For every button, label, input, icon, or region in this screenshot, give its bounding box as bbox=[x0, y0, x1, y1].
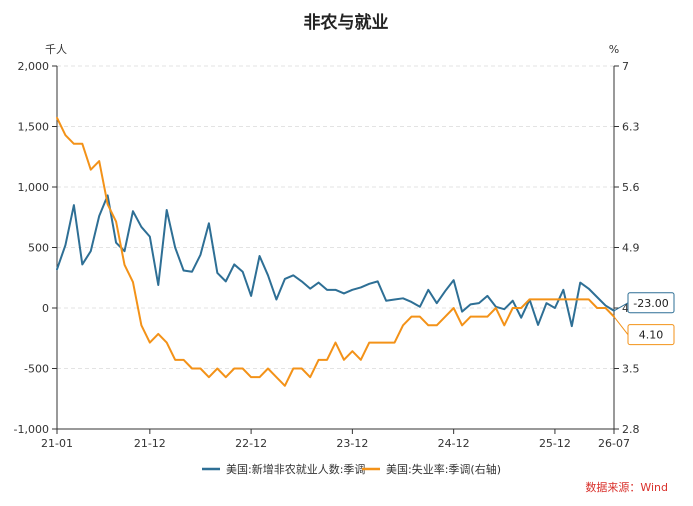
left-axis-tick-label: 0 bbox=[42, 302, 49, 315]
callout-value: 4.10 bbox=[639, 329, 664, 342]
series-lines bbox=[56, 116, 615, 387]
x-axis-tick-label: 24-12 bbox=[438, 437, 470, 450]
nonfarm-payrolls-line bbox=[56, 194, 615, 328]
left-axis-unit: 千人 bbox=[45, 43, 67, 56]
callout-box bbox=[627, 324, 675, 346]
left-axis-tick-label: 1,500 bbox=[18, 121, 50, 134]
right-axis-tick-label: 4.9 bbox=[622, 242, 640, 255]
callout-leader bbox=[613, 302, 629, 312]
x-axis-tick-label: 21-12 bbox=[134, 437, 166, 450]
data-source: 数据来源：Wind bbox=[585, 480, 668, 494]
x-axis-tick-label: 26-07 bbox=[598, 437, 630, 450]
legend-entry-label: 美国:失业率:季调(右轴) bbox=[386, 462, 501, 476]
left-axis-tick-label: 2,000 bbox=[18, 60, 50, 73]
legend: 美国:新增非农就业人数:季调 美国:失业率:季调(右轴) bbox=[202, 462, 501, 476]
right-axis-tick-label: 2.8 bbox=[622, 423, 640, 436]
x-axis-tick-label: 22-12 bbox=[235, 437, 267, 450]
right-axis-tick-label: 3.5 bbox=[622, 363, 640, 376]
callout-leader bbox=[613, 316, 629, 335]
x-axis-tick-label: 25-12 bbox=[539, 437, 571, 450]
left-axis-tick-label: 500 bbox=[28, 242, 49, 255]
left-axis-tick-label: -500 bbox=[24, 363, 49, 376]
axes: -1,000-50005001,0001,5002,0002.83.54.24.… bbox=[14, 60, 640, 450]
unemployment-rate-line bbox=[56, 116, 615, 387]
end-value-callouts: -23.00 4.10 bbox=[613, 292, 675, 346]
x-axis-tick-label: 23-12 bbox=[336, 437, 368, 450]
callout-box bbox=[627, 292, 675, 314]
callout-value: -23.00 bbox=[633, 297, 668, 310]
right-axis-tick-label: 6.3 bbox=[622, 121, 640, 134]
chart-title: 非农与就业 bbox=[304, 12, 389, 33]
left-axis-tick-label: -1,000 bbox=[14, 423, 49, 436]
left-axis-tick-label: 1,000 bbox=[18, 181, 50, 194]
x-axis-tick-label: 21-01 bbox=[41, 437, 73, 450]
right-axis-unit: % bbox=[609, 43, 619, 56]
right-axis-tick-label: 7 bbox=[622, 60, 629, 73]
legend-entry-label: 美国:新增非农就业人数:季调 bbox=[226, 462, 365, 476]
right-axis-tick-label: 5.6 bbox=[622, 181, 640, 194]
